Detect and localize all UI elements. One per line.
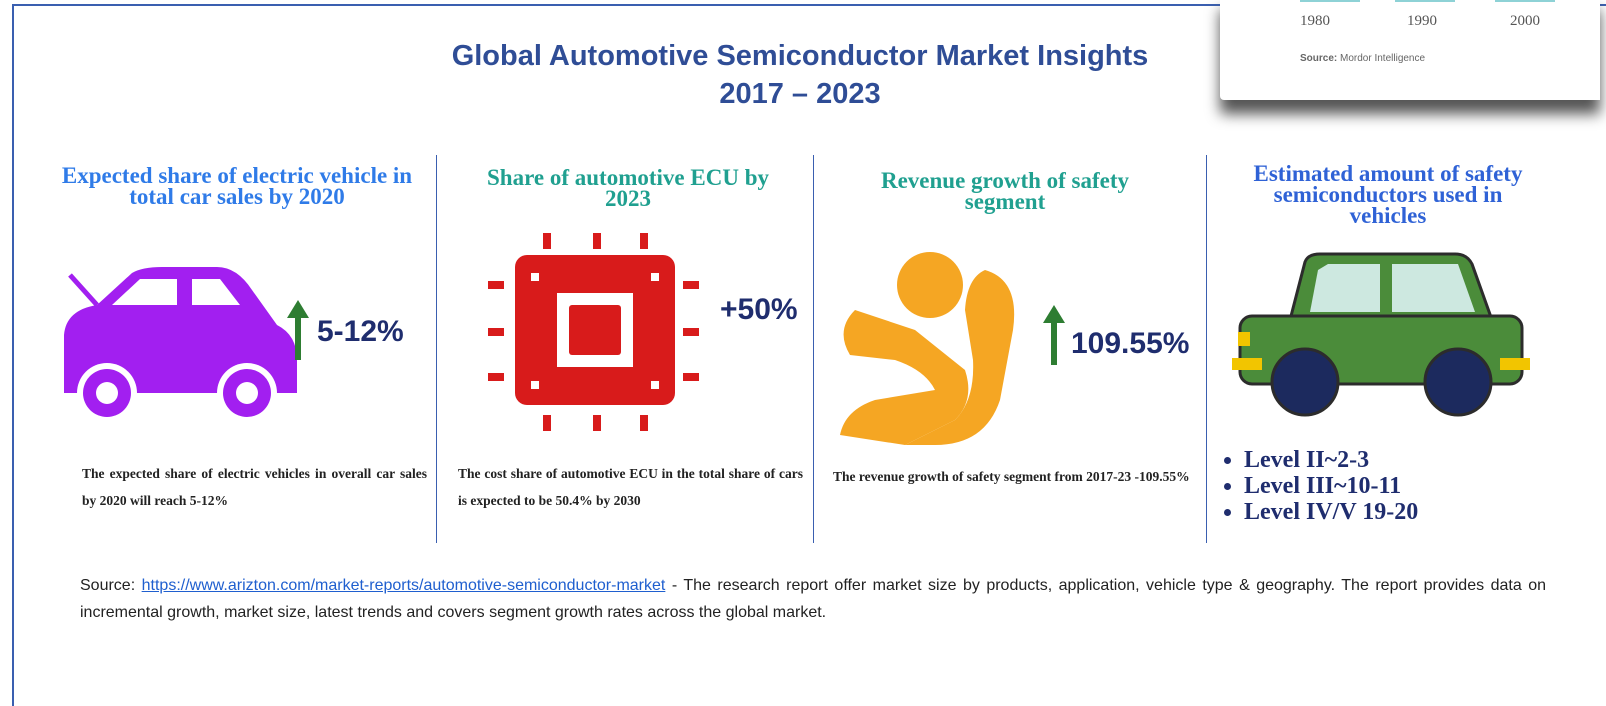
separator	[813, 155, 814, 543]
inset-source-name: Mordor Intelligence	[1340, 53, 1426, 64]
source-label: Source:	[80, 577, 136, 594]
source-link[interactable]: https://www.arizton.com/market-reports/a…	[141, 577, 666, 594]
panel-levels: Estimated amount of safety semiconductor…	[1208, 155, 1568, 540]
panel-description: The cost share of automotive ECU in the …	[458, 466, 803, 508]
year-label: 2000	[1510, 13, 1540, 29]
bar-fragment	[1495, 0, 1555, 2]
inset-chart: 1980 1990 2000 Source: Mordor Intelligen…	[1220, 0, 1600, 100]
bar-fragment	[1395, 0, 1455, 2]
car-icon	[1232, 252, 1530, 417]
year-label: 1990	[1407, 13, 1437, 29]
level-item: Level II~2-3	[1244, 447, 1574, 473]
ev-car-icon	[64, 267, 297, 423]
seat-icon	[840, 252, 1015, 445]
up-arrow	[287, 300, 309, 360]
stat: 109.55%	[1071, 327, 1190, 360]
bar-fragment	[1300, 0, 1360, 2]
page: Global Automotive Semiconductor Market I…	[0, 0, 1606, 672]
chip-icon	[488, 233, 699, 431]
source-note: Source: https://www.arizton.com/market-r…	[80, 572, 1546, 626]
panel-heading: Expected share of electric vehicle in to…	[61, 163, 413, 209]
stat: 5-12%	[317, 315, 404, 348]
stat: +50%	[720, 293, 798, 326]
panel-description: The revenue growth of safety segment fro…	[833, 469, 1190, 484]
level-list: Level II~2-3 Level III~10-11 Level IV/V …	[1222, 447, 1574, 525]
panel-ecu: Share of automotive ECU by 2023 +50% The…	[438, 155, 812, 540]
inset-source: Source: Mordor Intelligence	[1300, 53, 1425, 64]
level-item: Level III~10-11	[1244, 473, 1574, 499]
panel-heading: Share of automotive ECU by 2023	[487, 165, 769, 211]
title-years: 2017 – 2023	[719, 78, 881, 110]
frame	[12, 4, 1606, 706]
level-item: Level IV/V 19-20	[1244, 499, 1574, 525]
separator	[436, 155, 437, 543]
title: Global Automotive Semiconductor Market I…	[451, 40, 1149, 72]
source-text: - The research report offer market size …	[80, 577, 1546, 621]
inset-source-label: Source:	[1300, 53, 1338, 64]
panel-ev: Expected share of electric vehicle in to…	[37, 155, 432, 540]
year-label: 1980	[1300, 13, 1330, 29]
panel-heading: Revenue growth of safety segment	[880, 168, 1130, 214]
separator	[1206, 155, 1207, 543]
panel-description: The expected share of electric vehicles …	[82, 466, 427, 508]
panel-heading: Estimated amount of safety semiconductor…	[1253, 161, 1523, 228]
panel-safety: Revenue growth of safety segment 109.55%…	[815, 155, 1205, 540]
up-arrow	[1043, 305, 1065, 365]
